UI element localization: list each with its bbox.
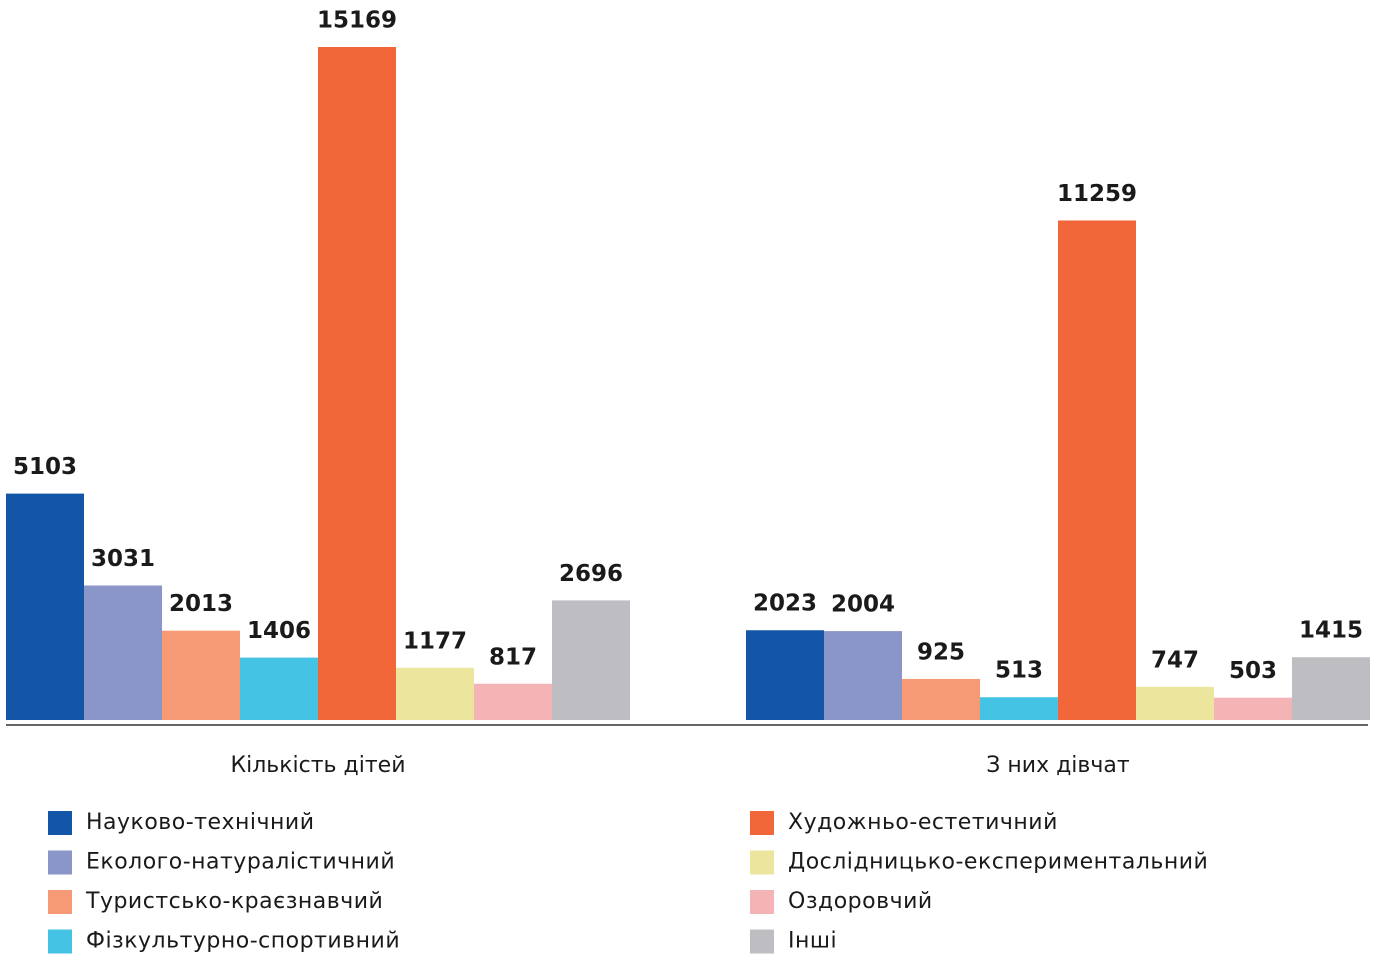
bar	[1292, 657, 1370, 720]
value-label: 2696	[559, 561, 623, 587]
value-label: 1415	[1299, 618, 1363, 644]
value-label: 925	[917, 639, 965, 665]
legend-label: Фізкультурно-спортивний	[86, 929, 400, 954]
legend-label: Науково-технічний	[86, 810, 315, 835]
legend-label: Художньо-естетичний	[788, 810, 1058, 835]
value-label: 11259	[1057, 181, 1137, 207]
bar	[6, 493, 84, 720]
legend-swatch	[48, 929, 72, 954]
legend-swatch	[750, 811, 774, 835]
value-label: 2023	[753, 591, 817, 617]
bar	[552, 600, 630, 720]
bar	[824, 631, 902, 720]
bar	[396, 667, 474, 720]
legend-label: Оздоровчий	[788, 889, 933, 914]
value-label: 747	[1151, 647, 1199, 673]
legend-label: Туристсько-краєзнавчий	[85, 889, 383, 914]
bar	[1136, 686, 1214, 720]
value-label: 1177	[403, 628, 467, 654]
value-label: 15169	[317, 8, 397, 34]
legend-swatch	[750, 850, 774, 875]
bar	[240, 657, 318, 720]
value-label: 1406	[247, 618, 311, 644]
category-label: Кількість дітей	[230, 753, 405, 778]
legend-swatch	[48, 890, 72, 914]
bar	[746, 630, 824, 720]
legend-swatch	[750, 929, 774, 954]
bar	[902, 678, 980, 720]
legend-label: Еколого-натуралістичний	[86, 850, 395, 875]
bar	[162, 630, 240, 720]
legend-label: Дослідницько-експериментальний	[788, 850, 1208, 875]
value-label: 2013	[169, 591, 233, 617]
category-label: З них дівчат	[986, 753, 1130, 778]
bar	[980, 697, 1058, 720]
bar	[1058, 220, 1136, 721]
bar	[84, 585, 162, 720]
value-label: 503	[1229, 658, 1277, 684]
bar	[474, 683, 552, 720]
legend-label: Інші	[788, 929, 837, 954]
legend-swatch	[48, 811, 72, 835]
value-label: 5103	[13, 454, 77, 480]
legend-swatch	[750, 890, 774, 914]
bar	[318, 47, 396, 720]
value-label: 817	[489, 644, 537, 670]
value-label: 513	[995, 658, 1043, 684]
bar	[1214, 697, 1292, 720]
value-label: 3031	[91, 546, 155, 572]
value-label: 2004	[831, 592, 895, 618]
legend-swatch	[48, 850, 72, 875]
